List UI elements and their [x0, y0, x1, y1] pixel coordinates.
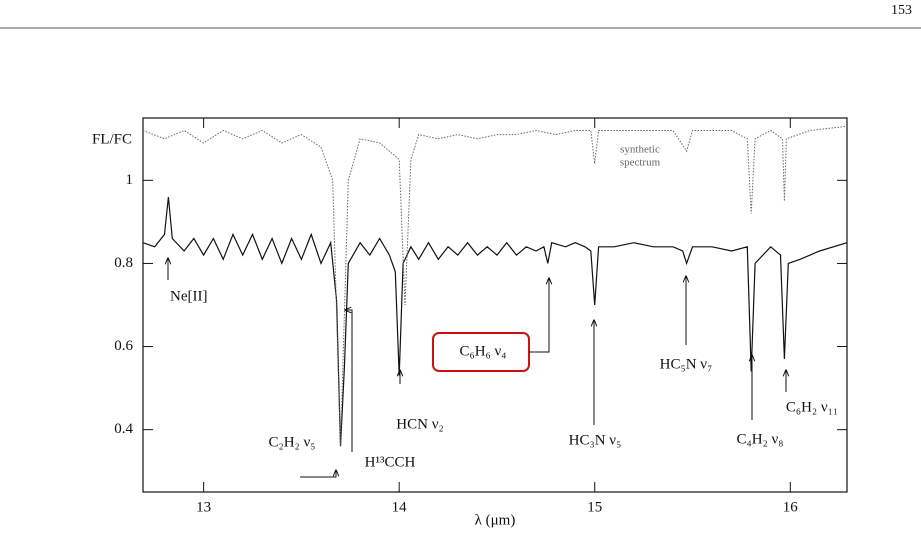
annotation: H¹³CCH — [365, 454, 416, 470]
y-tick-label: 0.8 — [114, 255, 133, 271]
annotation: HC₃N ν₅ — [569, 432, 622, 448]
x-tick-label: 14 — [392, 499, 408, 515]
spectrum-line — [142, 196, 848, 447]
annotation: Ne[II] — [170, 288, 207, 304]
annotation: HC₅N ν₇ — [660, 356, 713, 372]
plot-frame — [142, 117, 848, 493]
y-tick-label: 1 — [126, 172, 134, 188]
annotation: C₆H₆ ν₄ — [459, 343, 506, 359]
annotation: spectrum — [620, 157, 661, 169]
annotation: C₄H₂ ν₈ — [736, 431, 783, 447]
spectrum-line — [142, 125, 848, 447]
x-tick-label: 15 — [587, 499, 602, 515]
x-tick-label: 13 — [196, 499, 211, 515]
annotation-arrow — [345, 310, 353, 452]
y-tick-label: 0.4 — [114, 421, 133, 437]
annotation-arrow — [300, 470, 336, 478]
x-axis-label: λ (μm) — [475, 512, 516, 528]
x-tick-label: 16 — [783, 499, 799, 515]
page-number: 153 — [891, 3, 912, 18]
annotation: C₆H₂ ν₁₁ — [786, 399, 838, 415]
y-tick-label: 0.6 — [114, 338, 133, 354]
annotation: C₂H₂ ν₅ — [268, 434, 315, 450]
annotation-arrow — [529, 278, 549, 353]
y-axis-label: FL/FC — [92, 131, 132, 147]
annotation: HCN ν₂ — [396, 416, 443, 432]
annotation: synthetic — [620, 144, 660, 156]
